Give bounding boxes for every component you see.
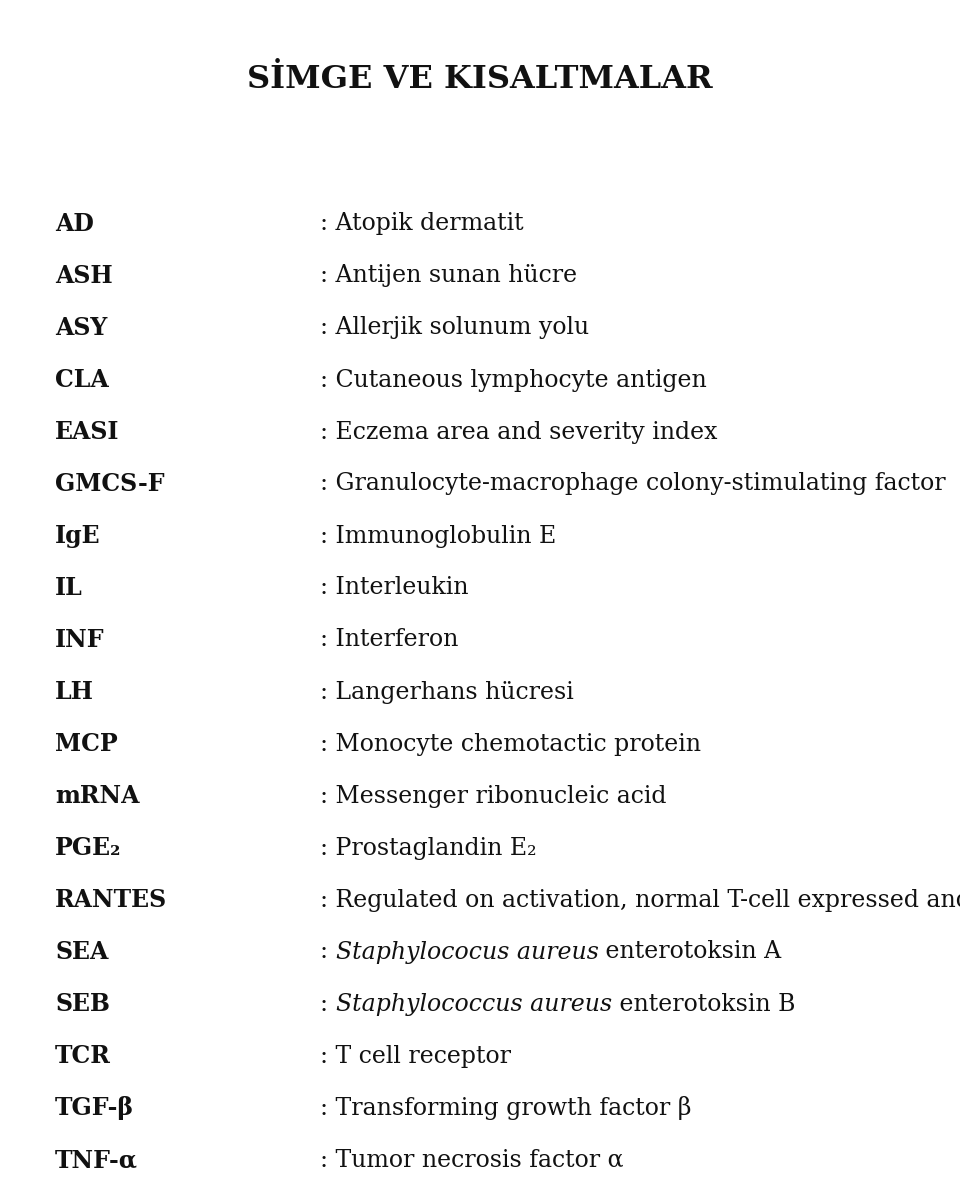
Text: TNF-α: TNF-α [55, 1147, 138, 1173]
Text: : Immunoglobulin E: : Immunoglobulin E [320, 524, 556, 548]
Text: mRNA: mRNA [55, 784, 139, 808]
Text: TGF-β: TGF-β [55, 1096, 134, 1120]
Text: : T cell receptor: : T cell receptor [320, 1045, 511, 1067]
Text: Staphylococus aureus: Staphylococus aureus [335, 941, 598, 964]
Text: : Prostaglandin E₂: : Prostaglandin E₂ [320, 837, 537, 860]
Text: SİMGE VE KISALTMALAR: SİMGE VE KISALTMALAR [247, 64, 713, 96]
Text: : Atopik dermatit: : Atopik dermatit [320, 213, 523, 235]
Text: CLA: CLA [55, 368, 108, 392]
Text: : Eczema area and severity index: : Eczema area and severity index [320, 420, 717, 443]
Text: : Interferon: : Interferon [320, 628, 458, 652]
Text: :: : [320, 992, 335, 1016]
Text: enterotoksin A: enterotoksin A [598, 941, 781, 964]
Text: ASH: ASH [55, 264, 112, 288]
Text: : Tumor necrosis factor α: : Tumor necrosis factor α [320, 1149, 623, 1171]
Text: EASI: EASI [55, 420, 119, 444]
Text: enterotoksin B: enterotoksin B [612, 992, 795, 1016]
Text: RANTES: RANTES [55, 888, 167, 912]
Text: : Allerjik solunum yolu: : Allerjik solunum yolu [320, 316, 589, 339]
Text: : Messenger ribonucleic acid: : Messenger ribonucleic acid [320, 784, 666, 807]
Text: : Regulated on activation, normal T-cell expressed and secreted: : Regulated on activation, normal T-cell… [320, 888, 960, 911]
Text: IL: IL [55, 576, 83, 601]
Text: : Monocyte chemotactic protein: : Monocyte chemotactic protein [320, 732, 701, 756]
Text: GMCS-F: GMCS-F [55, 472, 164, 496]
Text: TCR: TCR [55, 1044, 110, 1067]
Text: : Interleukin: : Interleukin [320, 577, 468, 599]
Text: INF: INF [55, 628, 105, 652]
Text: : Langerhans hücresi: : Langerhans hücresi [320, 681, 574, 703]
Text: AD: AD [55, 213, 94, 236]
Text: PGE₂: PGE₂ [55, 836, 122, 860]
Text: Staphylococcus aureus: Staphylococcus aureus [335, 992, 612, 1016]
Text: : Transforming growth factor β: : Transforming growth factor β [320, 1096, 691, 1120]
Text: : Cutaneous lymphocyte antigen: : Cutaneous lymphocyte antigen [320, 369, 707, 392]
Text: : Antijen sunan hücre: : Antijen sunan hücre [320, 265, 577, 288]
Text: ASY: ASY [55, 316, 108, 340]
Text: :: : [320, 941, 335, 964]
Text: LH: LH [55, 681, 94, 704]
Text: : Granulocyte-macrophage colony-stimulating factor: : Granulocyte-macrophage colony-stimulat… [320, 473, 946, 496]
Text: SEB: SEB [55, 992, 109, 1016]
Text: MCP: MCP [55, 732, 118, 756]
Text: SEA: SEA [55, 940, 108, 964]
Text: IgE: IgE [55, 524, 101, 548]
